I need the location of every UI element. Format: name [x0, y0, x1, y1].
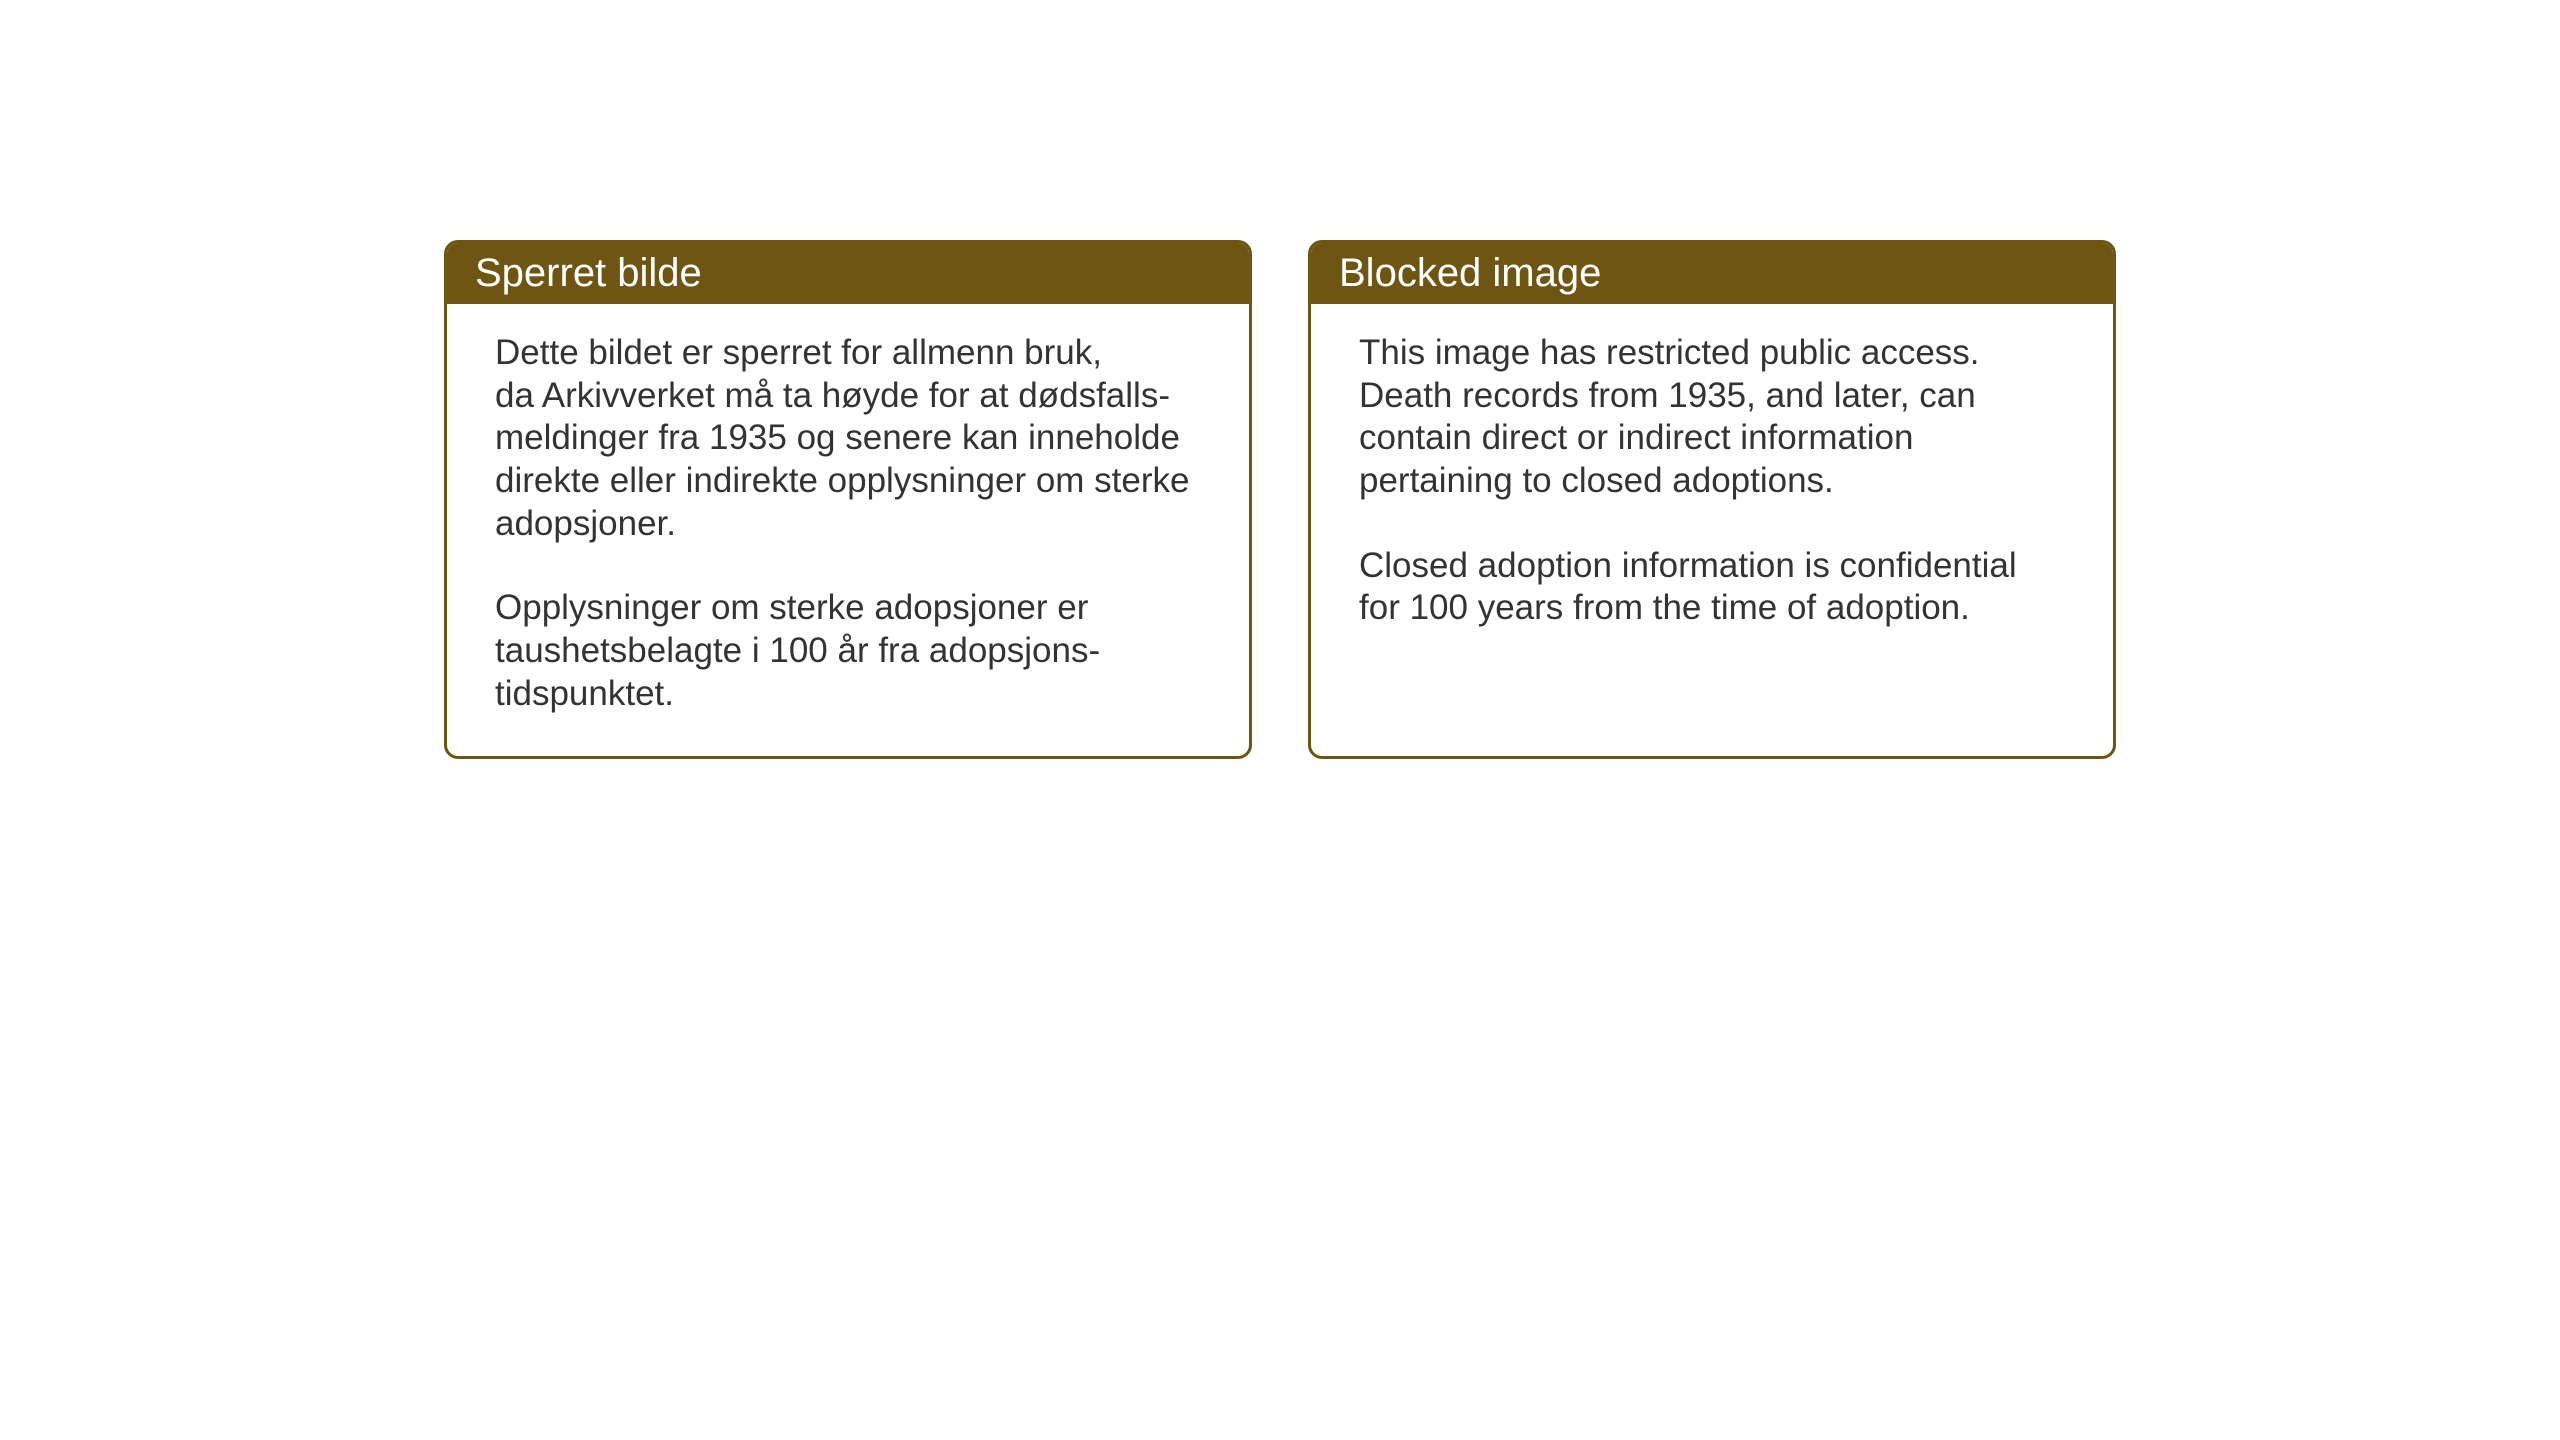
norwegian-card: Sperret bilde Dette bildet er sperret fo… [444, 240, 1252, 759]
norwegian-paragraph-1: Dette bildet er sperret for allmenn bruk… [495, 332, 1201, 545]
english-card-body: This image has restricted public access.… [1311, 304, 2113, 744]
english-paragraph-2: Closed adoption information is confident… [1359, 545, 2065, 630]
english-paragraph-1: This image has restricted public access.… [1359, 332, 2065, 503]
norwegian-paragraph-2: Opplysninger om sterke adopsjoner er tau… [495, 587, 1201, 715]
cards-container: Sperret bilde Dette bildet er sperret fo… [444, 240, 2116, 759]
norwegian-card-header: Sperret bilde [447, 243, 1249, 304]
norwegian-card-body: Dette bildet er sperret for allmenn bruk… [447, 304, 1249, 756]
english-card: Blocked image This image has restricted … [1308, 240, 2116, 759]
english-card-header: Blocked image [1311, 243, 2113, 304]
